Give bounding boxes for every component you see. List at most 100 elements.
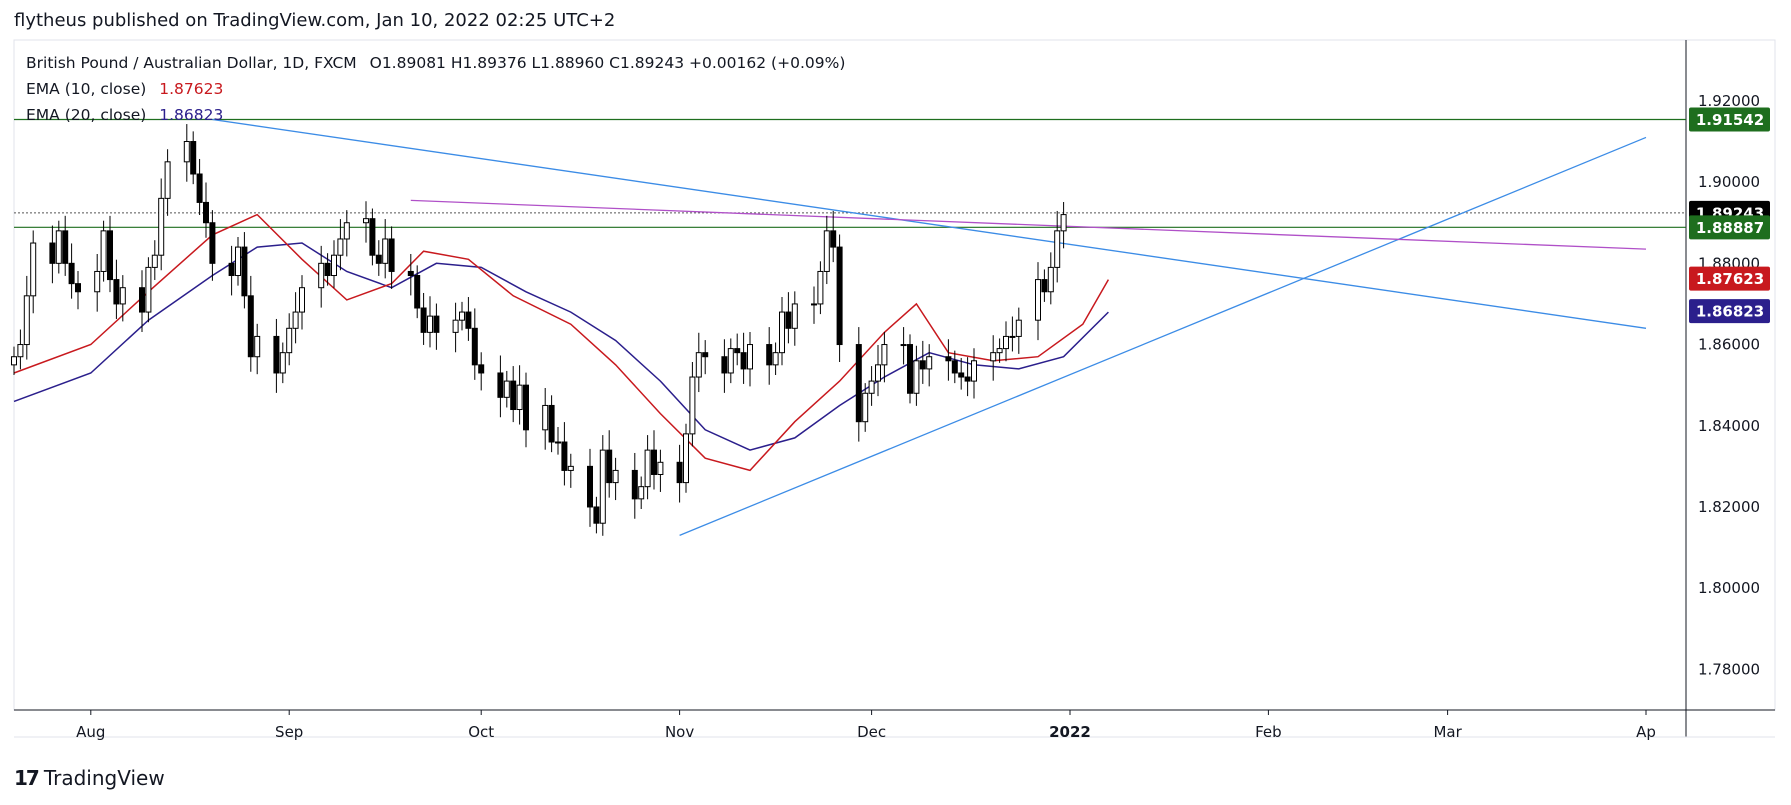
candle-body bbox=[971, 360, 977, 382]
candle-body bbox=[151, 254, 158, 268]
x-tick-label: Sep bbox=[275, 723, 303, 741]
candle-body bbox=[23, 295, 30, 346]
x-tick-label: Mar bbox=[1433, 723, 1462, 741]
candle-body bbox=[606, 449, 613, 484]
candle-body bbox=[542, 404, 549, 431]
price-badge-label: 1.88887 bbox=[1696, 219, 1764, 237]
candle-body bbox=[747, 344, 753, 370]
candle-body bbox=[561, 441, 568, 471]
candle-body bbox=[452, 319, 459, 333]
y-tick-label: 1.92000 bbox=[1698, 92, 1760, 110]
candle-body bbox=[734, 348, 741, 354]
candle-body bbox=[651, 449, 657, 475]
candle-body bbox=[811, 303, 817, 306]
candle-body bbox=[919, 360, 926, 370]
candle-body bbox=[241, 246, 248, 297]
candle-body bbox=[516, 384, 523, 411]
price-badge bbox=[1689, 215, 1770, 240]
candle-body bbox=[343, 222, 350, 240]
candle-body bbox=[196, 173, 203, 203]
descending-trendline bbox=[212, 118, 1647, 329]
publisher-header: flytheus published on TradingView.com, J… bbox=[14, 10, 616, 31]
candle-body bbox=[689, 376, 696, 435]
x-tick-label: Aug bbox=[76, 723, 105, 741]
candle-body bbox=[676, 461, 683, 484]
candle-body bbox=[593, 506, 600, 524]
candle-body bbox=[145, 266, 152, 313]
price-badge bbox=[1689, 266, 1770, 291]
candle-body bbox=[427, 315, 433, 333]
legend-ohlc: O1.89081 H1.89376 L1.88960 C1.89243 +0.0… bbox=[369, 54, 846, 72]
candle-body bbox=[286, 327, 293, 354]
candle-body bbox=[235, 246, 241, 277]
candle-body bbox=[1009, 335, 1016, 338]
candle-body bbox=[612, 469, 619, 484]
candle-body bbox=[510, 380, 517, 411]
candle-body bbox=[823, 230, 830, 272]
candle-body bbox=[158, 197, 165, 256]
candle-body bbox=[55, 230, 62, 264]
candle-body bbox=[657, 461, 664, 475]
x-tick-label: Dec bbox=[857, 723, 886, 741]
candle-body bbox=[644, 449, 651, 488]
candle-body bbox=[17, 344, 24, 358]
candle-body bbox=[209, 222, 216, 264]
candle-body bbox=[721, 356, 728, 374]
candle-body bbox=[433, 315, 440, 333]
candle-body bbox=[369, 218, 376, 256]
legend-ema20-label: EMA (20, close) bbox=[26, 106, 147, 124]
ema-lines bbox=[13, 213, 1110, 472]
candle-body bbox=[331, 254, 337, 277]
candle-body bbox=[1047, 266, 1054, 293]
price-badge-label: 1.86823 bbox=[1696, 303, 1764, 321]
candle-body bbox=[740, 352, 747, 370]
legend-ema20-row: EMA (20, close) 1.86823 bbox=[26, 106, 231, 124]
x-tick-label: Feb bbox=[1255, 723, 1282, 741]
candle-body bbox=[791, 303, 798, 329]
candle-body bbox=[1015, 319, 1022, 337]
candle-body bbox=[964, 376, 971, 382]
x-tick-label: Nov bbox=[665, 723, 694, 741]
candle-body bbox=[638, 486, 645, 500]
candle-body bbox=[1060, 214, 1067, 232]
candlesticks bbox=[11, 124, 1067, 536]
candle-body bbox=[913, 360, 920, 394]
candle-body bbox=[1035, 279, 1041, 321]
resistance-line bbox=[410, 199, 1647, 250]
price-axis-ticks: 1.920001.900001.880001.860001.840001.820… bbox=[1698, 92, 1760, 678]
candle-body bbox=[388, 238, 395, 272]
legend-symbol-row: British Pound / Australian Dollar, 1D, F… bbox=[26, 54, 853, 72]
candle-body bbox=[273, 335, 280, 374]
x-tick-label: Ap bbox=[1636, 723, 1656, 741]
candle-body bbox=[855, 344, 862, 423]
candle-body bbox=[945, 356, 952, 362]
trend-drawings[interactable] bbox=[14, 118, 1686, 536]
legend-ema20-value: 1.86823 bbox=[159, 106, 224, 124]
candle-body bbox=[881, 344, 888, 366]
x-tick-label: 2022 bbox=[1049, 723, 1091, 741]
candle-body bbox=[951, 360, 958, 374]
candle-body bbox=[11, 356, 17, 366]
candle-body bbox=[75, 283, 81, 293]
candle-body bbox=[868, 380, 875, 394]
candle-body bbox=[420, 307, 427, 333]
y-tick-label: 1.90000 bbox=[1698, 173, 1760, 191]
candle-body bbox=[318, 262, 325, 289]
candle-body bbox=[465, 311, 472, 329]
candle-body bbox=[292, 311, 299, 329]
candle-body bbox=[836, 246, 843, 346]
candle-body bbox=[958, 372, 965, 378]
candle-body bbox=[49, 242, 56, 264]
tradingview-footer[interactable]: 17 TradingView bbox=[14, 766, 165, 790]
candle-body bbox=[414, 275, 421, 309]
candle-body bbox=[363, 218, 369, 224]
candle-body bbox=[68, 262, 75, 285]
price-badge-label: 1.87623 bbox=[1696, 270, 1764, 288]
candle-body bbox=[766, 344, 773, 366]
candle-body bbox=[247, 295, 254, 358]
candle-body bbox=[459, 311, 465, 321]
candle-body bbox=[139, 287, 145, 313]
candle-body bbox=[375, 254, 382, 264]
